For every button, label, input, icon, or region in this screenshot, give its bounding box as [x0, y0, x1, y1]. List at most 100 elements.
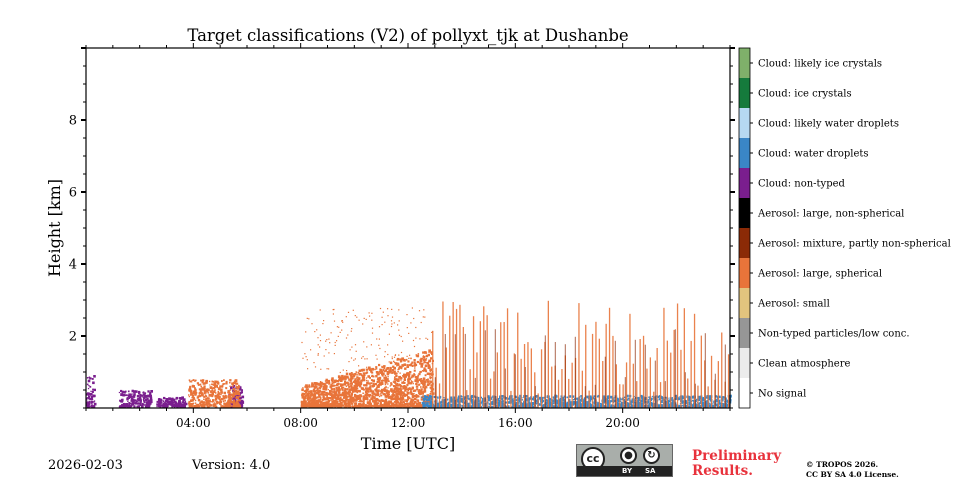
class-pixel: [88, 400, 91, 404]
class-pixel: [396, 405, 399, 408]
class-pixel: [355, 397, 358, 400]
colorbar-swatch: [739, 168, 750, 199]
class-pixel: [415, 382, 418, 385]
class-pixel: [316, 400, 319, 403]
class-pixel: [413, 395, 416, 397]
aerosol-streak: [710, 355, 713, 408]
class-pixel: [411, 401, 414, 404]
class-pixel: [303, 396, 307, 399]
class-pixel: [602, 395, 605, 399]
class-pixel: [211, 395, 214, 398]
class-pixel: [542, 404, 546, 407]
sparse-pixel: [351, 346, 353, 348]
class-pixel: [384, 369, 387, 372]
class-pixel: [312, 397, 315, 399]
class-pixel: [428, 372, 430, 375]
class-pixel: [407, 381, 410, 384]
class-pixel: [430, 384, 432, 387]
class-pixel: [579, 399, 582, 402]
class-pixel: [232, 392, 236, 395]
class-pixel: [501, 405, 504, 407]
sparse-pixel: [362, 356, 364, 358]
class-pixel: [366, 385, 368, 387]
sparse-pixel: [381, 316, 383, 318]
class-pixel: [305, 391, 307, 394]
class-pixel: [351, 397, 354, 399]
class-pixel: [122, 405, 125, 408]
sparse-pixel: [354, 315, 356, 317]
mixture-streak: [584, 386, 586, 408]
class-pixel: [332, 379, 334, 381]
class-pixel: [225, 380, 228, 383]
class-pixel: [329, 390, 332, 393]
aerosol-streak: [666, 340, 668, 408]
class-pixel: [142, 396, 144, 398]
class-pixel: [416, 402, 419, 406]
class-pixel: [149, 395, 152, 398]
sparse-pixel: [413, 345, 416, 348]
class-pixel: [362, 372, 366, 375]
class-pixel: [308, 384, 311, 387]
class-pixel: [688, 398, 691, 402]
class-pixel: [217, 392, 220, 395]
class-pixel: [141, 405, 144, 408]
class-pixel: [403, 381, 406, 384]
class-pixel: [235, 397, 238, 399]
class-pixel: [137, 390, 141, 394]
class-pixel: [362, 402, 365, 404]
class-pixel: [229, 385, 231, 387]
aerosol-streak: [534, 372, 536, 408]
sparse-pixel: [305, 331, 307, 333]
class-pixel: [179, 405, 182, 408]
class-pixel: [326, 396, 328, 398]
class-pixel: [91, 390, 94, 393]
class-pixel: [387, 387, 389, 389]
class-pixel: [406, 383, 409, 387]
class-pixel: [232, 391, 235, 393]
class-pixel: [360, 387, 363, 390]
mixture-streak: [544, 335, 546, 408]
sparse-pixel: [329, 342, 331, 344]
class-pixel: [157, 405, 160, 408]
class-pixel: [367, 390, 370, 393]
class-pixel: [349, 391, 351, 393]
class-pixel: [660, 400, 663, 404]
class-pixel: [211, 380, 214, 383]
class-pixel: [207, 403, 210, 405]
class-pixel: [429, 401, 432, 405]
class-pixel: [457, 399, 459, 402]
sparse-pixel: [323, 320, 325, 322]
class-pixel: [372, 383, 376, 387]
class-pixel: [159, 400, 162, 403]
class-pixel: [314, 384, 317, 386]
class-pixel: [86, 399, 88, 401]
sparse-pixel: [398, 309, 400, 311]
class-pixel: [410, 392, 413, 395]
class-pixel: [397, 402, 400, 404]
class-pixel: [603, 402, 605, 404]
class-pixel: [319, 398, 322, 401]
class-pixel: [302, 387, 304, 389]
class-pixel: [307, 388, 310, 390]
class-pixel: [134, 393, 136, 395]
class-pixel: [351, 403, 353, 405]
aerosol-streak: [646, 368, 648, 408]
class-pixel: [127, 394, 131, 398]
class-pixel: [539, 397, 542, 400]
class-pixel: [379, 371, 382, 374]
class-pixel: [203, 386, 206, 389]
class-pixel: [338, 390, 340, 393]
aerosol-streak: [663, 307, 665, 408]
class-pixel: [323, 390, 326, 394]
class-pixel: [160, 404, 163, 407]
class-pixel: [522, 404, 525, 407]
class-pixel: [365, 377, 368, 379]
class-pixel: [430, 357, 433, 360]
aerosol-streak: [561, 369, 563, 408]
class-pixel: [347, 401, 350, 404]
class-pixel: [630, 400, 633, 403]
class-pixel: [183, 406, 186, 408]
sparse-pixel: [319, 334, 321, 336]
